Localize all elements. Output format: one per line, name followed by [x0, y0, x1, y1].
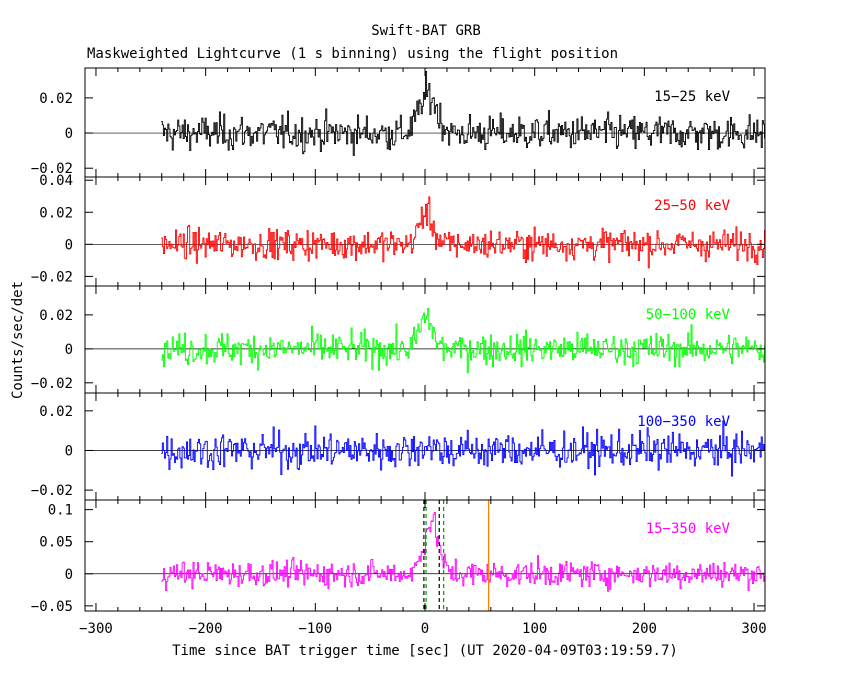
y-tick-label: 0.02: [39, 91, 73, 107]
panel-4: 0.02 0 −0.02 100−350 keV: [31, 392, 766, 501]
series-line: [161, 420, 765, 477]
chart-title: Swift-BAT GRB: [371, 23, 481, 39]
chart-subtitle: Maskweighted Lightcurve (1 s binning) us…: [87, 46, 618, 62]
y-tick-label: −0.02: [31, 161, 73, 177]
x-axis-label: Time since BAT trigger time [sec] (UT 20…: [172, 643, 678, 659]
y-tick-label: 0: [65, 126, 73, 142]
x-tick-label: −300: [79, 621, 113, 637]
x-tick-label: −100: [298, 621, 332, 637]
panel-label: 50−100 keV: [646, 307, 731, 323]
series-line: [161, 511, 765, 592]
panel-label: 15−25 keV: [654, 89, 730, 105]
panel-3: 0.02 0 −0.02 50−100 keV: [31, 285, 766, 394]
series-line: [161, 196, 765, 269]
panel-5: 0.1 0.05 0 −0.05 15−350 keV: [31, 499, 766, 615]
panel-2: 0.04 0.02 0 −0.02 25−50 keV: [31, 173, 766, 287]
panel-frame: [84, 67, 766, 178]
x-tick-label: −200: [189, 621, 223, 637]
y-tick-label: 0.1: [48, 503, 73, 519]
x-tick-label: 200: [632, 621, 657, 637]
y-axis-label: Counts/sec/det: [10, 281, 26, 399]
x-tick-label: 300: [741, 621, 766, 637]
y-tick-label: −0.02: [31, 376, 73, 392]
panel-label: 15−350 keV: [646, 521, 731, 537]
panel-frame: [84, 499, 766, 612]
y-tick-label: 0.02: [39, 404, 73, 420]
y-tick-label: 0: [65, 237, 73, 253]
panel-label: 100−350 keV: [637, 414, 730, 430]
x-tick-label: 100: [522, 621, 547, 637]
y-tick-label: 0: [65, 567, 73, 583]
y-tick-label: 0: [65, 443, 73, 459]
series-line: [161, 71, 765, 156]
y-tick-label: 0.04: [39, 173, 73, 189]
series-line: [161, 307, 765, 374]
y-tick-label: 0: [65, 342, 73, 358]
panel-1: 0.02 0 −0.02 15−25 keV: [31, 67, 766, 178]
y-tick-label: 0.02: [39, 205, 73, 221]
x-tick-label: 0: [421, 621, 429, 637]
y-tick-label: −0.02: [31, 269, 73, 285]
panel-label: 25−50 keV: [654, 198, 730, 214]
y-tick-label: 0.02: [39, 308, 73, 324]
y-tick-label: −0.05: [31, 599, 73, 615]
y-tick-label: 0.05: [39, 535, 73, 551]
y-tick-label: −0.02: [31, 483, 73, 499]
panels-group: 0.02 0 −0.02 15−25 keV 0.04 0.02 0 −0.02 25−50 k…: [31, 67, 767, 637]
panel-frame: [84, 176, 766, 287]
